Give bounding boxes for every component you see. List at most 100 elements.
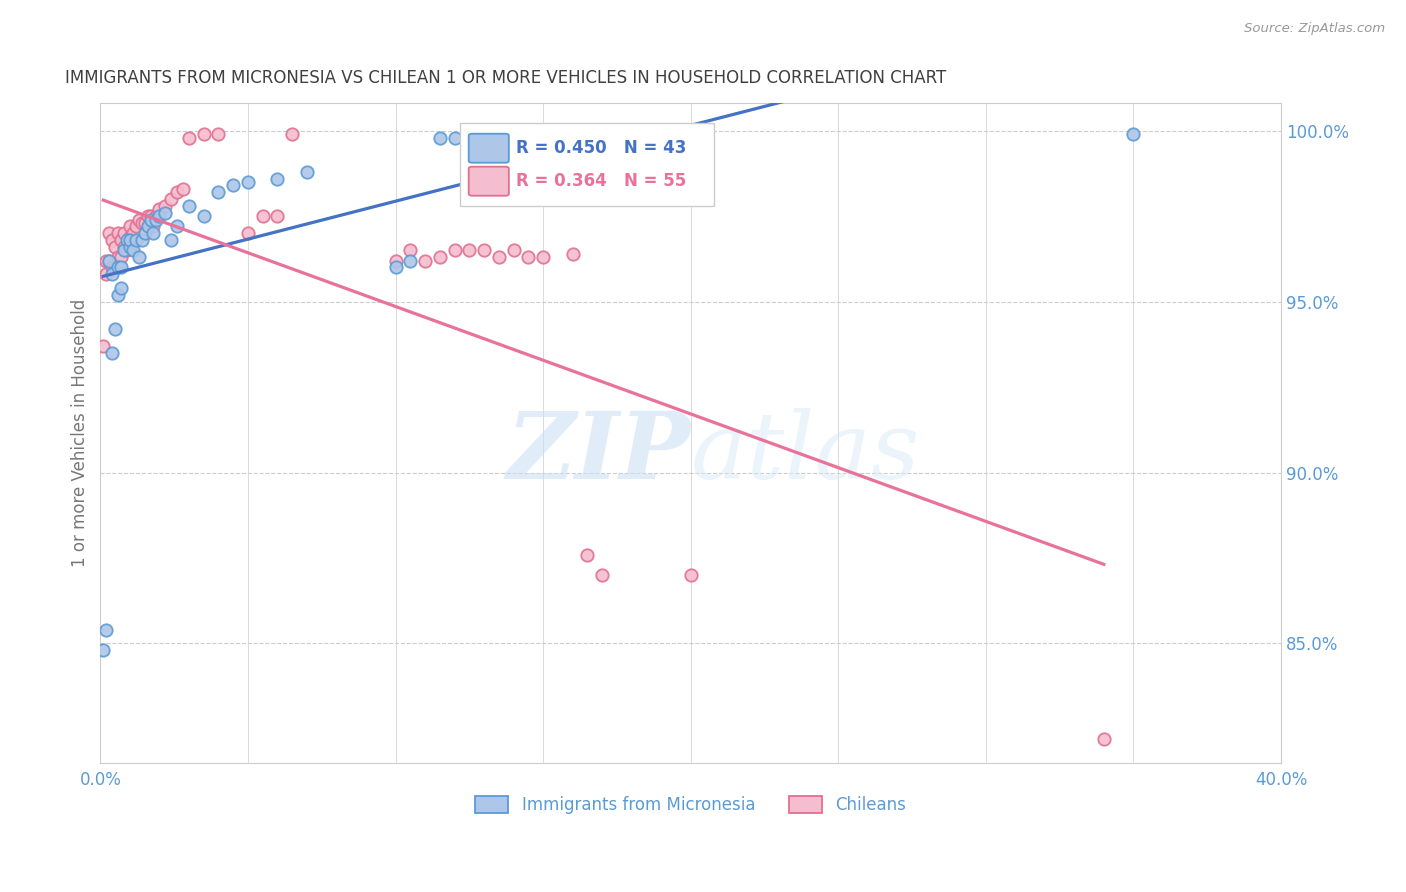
Point bbox=[115, 244, 138, 258]
Point bbox=[136, 219, 159, 234]
Point bbox=[488, 250, 510, 264]
Point bbox=[104, 322, 127, 336]
Point bbox=[148, 202, 170, 217]
Point bbox=[131, 233, 153, 247]
Point bbox=[142, 219, 165, 234]
Point bbox=[96, 253, 118, 268]
Point bbox=[107, 287, 129, 301]
Point bbox=[384, 260, 406, 275]
Text: Source: ZipAtlas.com: Source: ZipAtlas.com bbox=[1244, 22, 1385, 36]
Point bbox=[517, 250, 540, 264]
Text: R = 0.450   N = 43: R = 0.450 N = 43 bbox=[516, 139, 686, 157]
Point bbox=[155, 199, 177, 213]
Point bbox=[413, 253, 436, 268]
Point bbox=[1092, 732, 1115, 747]
Point bbox=[125, 219, 148, 234]
Point bbox=[101, 260, 124, 275]
Point bbox=[207, 186, 229, 200]
Point bbox=[110, 250, 132, 264]
Point bbox=[125, 233, 148, 247]
Text: atlas: atlas bbox=[690, 408, 920, 498]
Point bbox=[128, 250, 150, 264]
Point bbox=[207, 127, 229, 141]
Y-axis label: 1 or more Vehicles in Household: 1 or more Vehicles in Household bbox=[72, 299, 89, 567]
Point bbox=[222, 178, 245, 193]
Point bbox=[443, 130, 465, 145]
Point bbox=[134, 216, 156, 230]
Point bbox=[281, 127, 304, 141]
Text: IMMIGRANTS FROM MICRONESIA VS CHILEAN 1 OR MORE VEHICLES IN HOUSEHOLD CORRELATIO: IMMIGRANTS FROM MICRONESIA VS CHILEAN 1 … bbox=[65, 69, 946, 87]
Point bbox=[155, 206, 177, 220]
Point bbox=[136, 209, 159, 223]
Point bbox=[112, 240, 135, 254]
Point bbox=[193, 127, 215, 141]
Point bbox=[236, 175, 259, 189]
Point bbox=[443, 244, 465, 258]
Point bbox=[429, 130, 451, 145]
Point bbox=[98, 253, 121, 268]
Point bbox=[384, 253, 406, 268]
Point bbox=[107, 260, 129, 275]
Point bbox=[118, 240, 141, 254]
Point bbox=[110, 281, 132, 295]
Point bbox=[96, 623, 118, 637]
Point bbox=[193, 209, 215, 223]
Point bbox=[399, 244, 422, 258]
Point bbox=[679, 568, 702, 582]
Point bbox=[576, 548, 599, 562]
Point bbox=[101, 233, 124, 247]
Point bbox=[110, 260, 132, 275]
Point bbox=[131, 216, 153, 230]
Point bbox=[107, 250, 129, 264]
Point bbox=[98, 253, 121, 268]
Point bbox=[142, 226, 165, 240]
Point bbox=[145, 209, 167, 223]
Legend: Immigrants from Micronesia, Chileans: Immigrants from Micronesia, Chileans bbox=[468, 789, 912, 821]
Point bbox=[112, 244, 135, 258]
Point bbox=[145, 212, 167, 227]
Point bbox=[472, 130, 495, 145]
Point bbox=[139, 209, 162, 223]
Point bbox=[134, 226, 156, 240]
Point bbox=[531, 250, 554, 264]
Point bbox=[502, 244, 524, 258]
Point bbox=[399, 253, 422, 268]
Point bbox=[488, 130, 510, 145]
Point bbox=[1122, 127, 1144, 141]
Point bbox=[104, 240, 127, 254]
Point bbox=[139, 212, 162, 227]
Point bbox=[104, 260, 127, 275]
Point bbox=[112, 226, 135, 240]
Text: ZIP: ZIP bbox=[506, 408, 690, 498]
Point bbox=[172, 182, 194, 196]
Point bbox=[148, 209, 170, 223]
Point bbox=[252, 209, 274, 223]
Point bbox=[160, 233, 183, 247]
Point bbox=[591, 568, 613, 582]
Point bbox=[121, 244, 143, 258]
FancyBboxPatch shape bbox=[460, 123, 714, 206]
Text: R = 0.364   N = 55: R = 0.364 N = 55 bbox=[516, 172, 686, 190]
Point bbox=[266, 171, 288, 186]
Point bbox=[502, 130, 524, 145]
Point bbox=[110, 233, 132, 247]
Point bbox=[128, 212, 150, 227]
Point bbox=[236, 226, 259, 240]
Point bbox=[91, 643, 114, 657]
Point bbox=[118, 219, 141, 234]
Point bbox=[118, 233, 141, 247]
Point bbox=[166, 186, 188, 200]
Point bbox=[160, 192, 183, 206]
Point bbox=[98, 226, 121, 240]
Point bbox=[107, 226, 129, 240]
Point bbox=[561, 246, 583, 260]
Point bbox=[429, 250, 451, 264]
Point bbox=[458, 244, 481, 258]
Point bbox=[101, 346, 124, 360]
Point bbox=[295, 165, 318, 179]
Point bbox=[266, 209, 288, 223]
Point bbox=[166, 219, 188, 234]
FancyBboxPatch shape bbox=[468, 134, 509, 162]
Point bbox=[458, 130, 481, 145]
Point bbox=[121, 226, 143, 240]
